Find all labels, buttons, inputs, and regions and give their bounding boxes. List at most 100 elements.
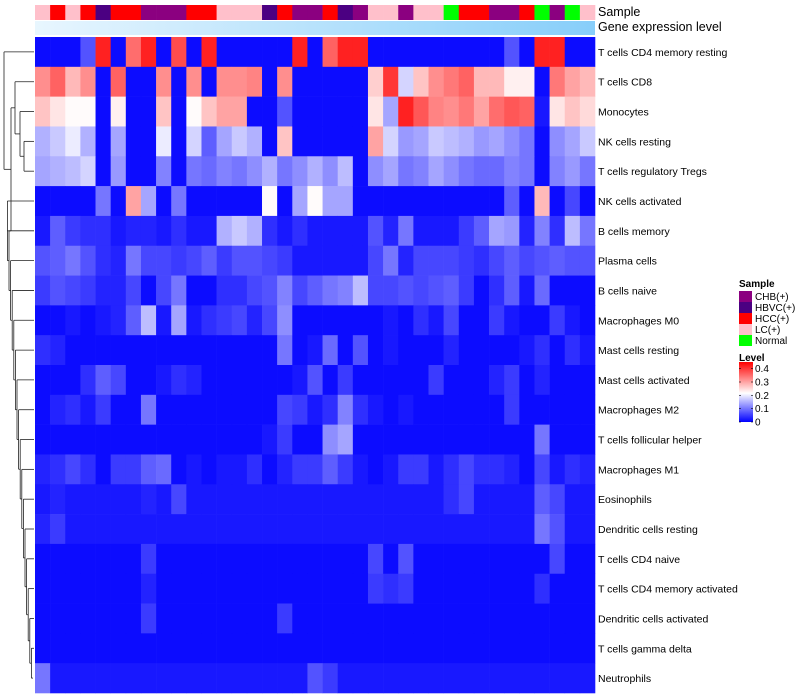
heatmap-cell <box>231 484 248 515</box>
heatmap-cell <box>504 633 520 664</box>
heatmap-cell <box>95 186 111 217</box>
heatmap-cell <box>231 215 248 247</box>
heatmap-cell <box>246 245 263 276</box>
heatmap-cell <box>231 37 248 68</box>
heatmap-cell <box>95 514 111 545</box>
heatmap-cell <box>413 245 429 276</box>
heatmap-cell <box>337 633 354 664</box>
row-label: T cells CD4 memory resting <box>598 47 727 59</box>
heatmap-cell <box>292 305 308 336</box>
level-tick-label: 0.2 <box>755 391 769 402</box>
heatmap-cell <box>352 156 369 187</box>
heatmap-cell <box>50 514 66 545</box>
heatmap-cell <box>504 454 520 485</box>
heatmap-cell <box>216 424 233 455</box>
sample-annotation-cell <box>489 5 505 20</box>
heatmap-cell <box>262 126 278 157</box>
sample-annotation-cell <box>519 5 535 20</box>
heatmap-cell <box>307 245 323 276</box>
heatmap-cell <box>352 573 369 604</box>
sample-annotation-cell <box>428 5 444 20</box>
heatmap-cell <box>352 245 369 276</box>
heatmap-cell <box>489 66 505 97</box>
heatmap-cell <box>80 543 96 575</box>
row-label: B cells memory <box>598 226 671 238</box>
level-tick-label: 0.3 <box>755 378 769 389</box>
heatmap-cell <box>428 394 444 425</box>
heatmap-cell <box>292 454 308 485</box>
heatmap-cell <box>307 514 323 545</box>
heatmap-cell <box>246 335 263 366</box>
heatmap-cell <box>65 126 81 157</box>
heatmap-cell <box>473 275 490 306</box>
heatmap-cell <box>171 275 187 306</box>
heatmap-cell <box>367 484 384 515</box>
row-label: Monocytes <box>598 107 649 119</box>
heatmap-cell <box>367 394 384 425</box>
heatmap-cell <box>35 275 51 306</box>
heatmap-cell <box>50 543 66 575</box>
heatmap-cell <box>337 514 354 545</box>
heatmap-cell <box>367 633 384 664</box>
heatmap-cell <box>428 215 444 247</box>
heatmap-cell <box>231 543 248 575</box>
heatmap-cell <box>35 186 51 217</box>
heatmap-cell <box>443 663 460 694</box>
heatmap-cell <box>201 573 217 604</box>
heatmap-cell <box>383 394 399 425</box>
heatmap-cell <box>171 186 187 217</box>
heatmap-cell <box>65 663 81 694</box>
heatmap-cell <box>216 37 233 68</box>
heatmap-cell <box>519 305 535 336</box>
heatmap-cell <box>549 96 566 127</box>
heatmap-cell <box>383 514 399 545</box>
row-label: B cells naive <box>598 285 657 297</box>
heatmap-cell <box>110 394 127 425</box>
heatmap-cell <box>216 126 233 157</box>
heatmap-cell <box>216 543 233 575</box>
heatmap-cell <box>95 454 111 485</box>
heatmap-cell <box>337 543 354 575</box>
heatmap-cell <box>201 365 217 396</box>
heatmap-cell <box>186 305 202 336</box>
heatmap-cell <box>473 633 490 664</box>
heatmap-cell <box>534 186 550 217</box>
sample-legend-swatch <box>739 291 752 302</box>
row-label: NK cells activated <box>598 196 682 208</box>
heatmap-cell <box>95 424 111 455</box>
heatmap-cell <box>413 186 429 217</box>
heatmap-cell <box>110 514 127 545</box>
heatmap-cell <box>398 335 414 366</box>
heatmap-cell <box>231 454 248 485</box>
heatmap-cell <box>458 66 475 97</box>
heatmap-cell <box>473 454 490 485</box>
heatmap-cell <box>140 484 157 515</box>
heatmap-cell <box>458 603 475 634</box>
heatmap-cell <box>322 543 339 575</box>
sample-legend-label: LC(+) <box>755 325 780 336</box>
heatmap-cell <box>50 454 66 485</box>
heatmap-cell <box>504 37 520 68</box>
heatmap-cell <box>156 186 172 217</box>
heatmap-cell <box>216 66 233 97</box>
heatmap-cell <box>322 275 339 306</box>
heatmap-cell <box>292 335 308 366</box>
heatmap-cell <box>35 156 51 187</box>
heatmap-cell <box>80 215 96 247</box>
row-label: Neutrophils <box>598 673 651 685</box>
heatmap-cell <box>337 156 354 187</box>
heatmap-cell <box>337 215 354 247</box>
heatmap-cell <box>50 156 66 187</box>
heatmap-cell <box>337 424 354 455</box>
level-tick-label: 0.4 <box>755 364 769 375</box>
heatmap-cell <box>307 275 323 306</box>
heatmap-cell <box>519 603 535 634</box>
heatmap-cell <box>125 424 142 455</box>
heatmap-cell <box>80 573 96 604</box>
heatmap-cell <box>292 126 308 157</box>
heatmap-cell <box>458 365 475 396</box>
heatmap-cell <box>35 37 51 68</box>
heatmap-cell <box>428 424 444 455</box>
heatmap-cell <box>534 484 550 515</box>
heatmap-cell <box>489 573 505 604</box>
